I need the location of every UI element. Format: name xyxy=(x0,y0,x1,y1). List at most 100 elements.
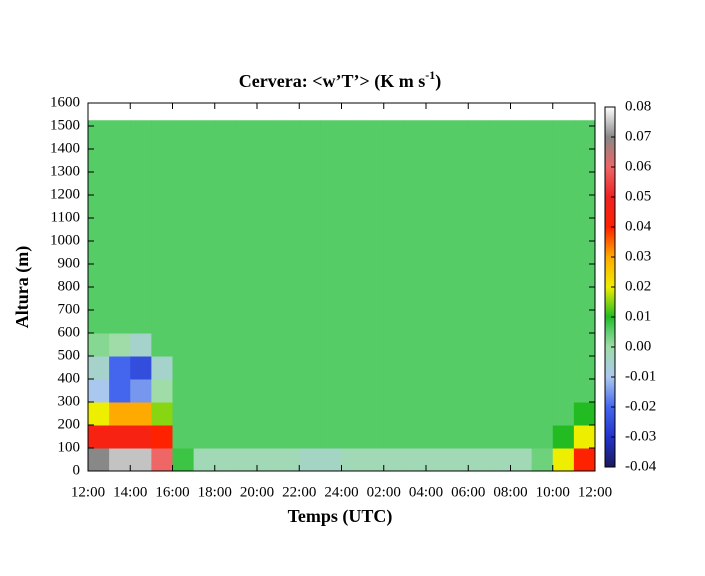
heat-cell xyxy=(426,425,448,449)
heat-cell xyxy=(320,195,342,219)
heat-cell xyxy=(573,425,596,449)
heat-cell xyxy=(447,149,469,173)
heat-cell xyxy=(299,172,321,196)
heat-cell xyxy=(341,120,364,127)
heat-cell xyxy=(278,356,300,380)
heat-cell xyxy=(172,310,195,334)
title-superscript: -1 xyxy=(425,68,435,82)
heat-cell xyxy=(235,264,258,288)
heat-cell xyxy=(299,379,321,403)
heat-cell xyxy=(383,149,406,173)
heat-cell xyxy=(109,149,131,173)
x-axis-label: Temps (UTC) xyxy=(288,506,393,527)
heat-cell xyxy=(383,126,406,150)
colorbar-tick-label: -0.04 xyxy=(625,458,657,474)
heat-cell xyxy=(552,425,575,449)
heat-cell xyxy=(130,333,152,357)
heat-cell xyxy=(320,333,342,357)
heat-cell xyxy=(88,379,110,403)
heat-cell xyxy=(320,448,342,472)
heat-cell xyxy=(510,402,533,426)
heat-cell xyxy=(531,425,554,449)
heat-cell xyxy=(510,425,533,449)
heat-cell xyxy=(489,241,511,265)
heat-cell xyxy=(552,333,575,357)
heat-cell xyxy=(552,264,575,288)
heat-cell xyxy=(447,195,469,219)
heat-cell xyxy=(468,120,490,127)
heat-cell xyxy=(88,310,110,334)
y-tick-label: 400 xyxy=(58,370,81,386)
heat-cell xyxy=(552,448,575,472)
heat-cell xyxy=(88,448,110,472)
heat-cell xyxy=(151,425,173,449)
heat-cell xyxy=(362,356,385,380)
heat-cell xyxy=(510,287,533,311)
heat-cell xyxy=(299,218,321,242)
heat-cell xyxy=(510,310,533,334)
heat-cell xyxy=(299,149,321,173)
heat-cell xyxy=(257,402,279,426)
heat-cell xyxy=(426,264,448,288)
heat-cell xyxy=(88,126,110,150)
colorbar-tick-label: 0.04 xyxy=(625,218,652,234)
heat-cell xyxy=(531,264,554,288)
x-tick-label: 16:00 xyxy=(155,484,189,500)
heat-cell xyxy=(531,172,554,196)
heat-cell xyxy=(235,287,258,311)
heat-cell xyxy=(383,310,406,334)
heat-cell xyxy=(552,126,575,150)
heat-cell xyxy=(383,172,406,196)
heat-cell xyxy=(172,120,195,127)
heat-cell xyxy=(193,287,216,311)
heat-cell xyxy=(130,149,152,173)
heat-cell xyxy=(447,126,469,150)
heat-cell xyxy=(193,120,216,127)
heat-cell xyxy=(573,287,596,311)
heat-cell xyxy=(468,149,490,173)
heat-cell xyxy=(468,287,490,311)
heat-cell xyxy=(88,120,110,127)
x-tick-label: 08:00 xyxy=(493,484,527,500)
heat-cell xyxy=(489,120,511,127)
heat-cell xyxy=(109,402,131,426)
heat-cell xyxy=(109,448,131,472)
heat-cell xyxy=(214,264,237,288)
title-end: ) xyxy=(435,71,441,92)
heat-cell xyxy=(468,241,490,265)
heat-cell xyxy=(404,120,427,127)
heat-cell xyxy=(510,126,533,150)
heat-cell xyxy=(278,241,300,265)
heat-cell xyxy=(109,195,131,219)
heat-cell xyxy=(88,333,110,357)
heat-cell xyxy=(510,195,533,219)
heat-cell xyxy=(447,172,469,196)
heat-cell xyxy=(257,195,279,219)
heat-cell xyxy=(278,448,300,472)
heat-cell xyxy=(531,149,554,173)
heat-cell xyxy=(320,218,342,242)
y-axis-label: Altura (m) xyxy=(12,246,33,328)
heat-cell xyxy=(130,172,152,196)
heat-cell xyxy=(109,379,131,403)
heat-cell xyxy=(573,149,596,173)
heat-cell xyxy=(193,172,216,196)
y-tick-label: 1600 xyxy=(50,94,80,110)
heat-cell xyxy=(510,149,533,173)
heat-cell xyxy=(130,356,152,380)
heat-cell xyxy=(489,356,511,380)
heat-cell xyxy=(172,218,195,242)
heat-cell xyxy=(299,287,321,311)
heat-cell xyxy=(235,448,258,472)
heat-cell xyxy=(383,241,406,265)
heat-cell xyxy=(447,310,469,334)
heat-cell xyxy=(193,402,216,426)
heat-cell xyxy=(404,425,427,449)
heat-cell xyxy=(235,195,258,219)
heat-cell xyxy=(109,126,131,150)
heat-cell xyxy=(573,195,596,219)
heat-cell xyxy=(362,126,385,150)
heat-cell xyxy=(278,126,300,150)
heat-cell xyxy=(341,241,364,265)
